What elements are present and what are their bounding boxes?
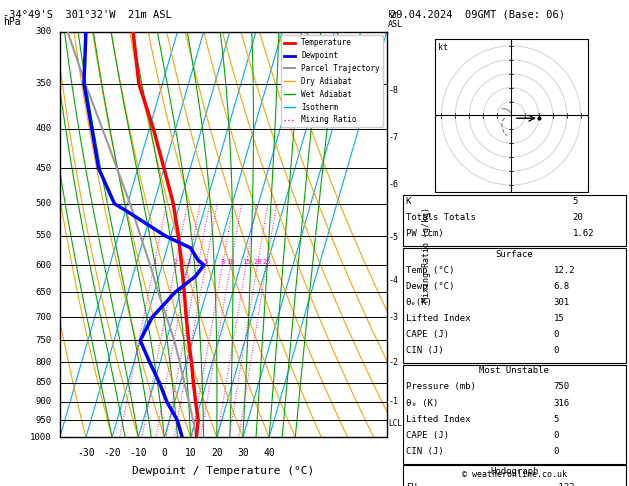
Text: 29.04.2024  09GMT (Base: 06): 29.04.2024 09GMT (Base: 06) bbox=[390, 10, 565, 20]
Text: 2: 2 bbox=[173, 259, 177, 265]
Text: -30: -30 bbox=[77, 448, 95, 457]
Text: 0: 0 bbox=[554, 431, 559, 440]
Text: 500: 500 bbox=[35, 199, 52, 208]
Text: Surface: Surface bbox=[496, 250, 533, 259]
Text: -2: -2 bbox=[389, 358, 398, 367]
Text: 15: 15 bbox=[242, 259, 250, 265]
Text: CAPE (J): CAPE (J) bbox=[406, 330, 448, 339]
Text: 20: 20 bbox=[211, 448, 223, 457]
Text: 6.8: 6.8 bbox=[554, 282, 570, 291]
Text: 450: 450 bbox=[35, 164, 52, 173]
Text: km
ASL: km ASL bbox=[388, 10, 403, 29]
Text: θₑ(K): θₑ(K) bbox=[406, 298, 433, 307]
Text: 3: 3 bbox=[186, 259, 191, 265]
Text: Hodograph: Hodograph bbox=[490, 467, 538, 476]
Text: CAPE (J): CAPE (J) bbox=[406, 431, 448, 440]
Text: 1.62: 1.62 bbox=[572, 229, 594, 239]
Text: Temp (°C): Temp (°C) bbox=[406, 266, 454, 275]
Text: 750: 750 bbox=[35, 336, 52, 345]
Text: 1000: 1000 bbox=[30, 433, 52, 442]
Text: 301: 301 bbox=[554, 298, 570, 307]
Text: -8: -8 bbox=[389, 86, 398, 95]
Text: 300: 300 bbox=[35, 27, 52, 36]
Text: CIN (J): CIN (J) bbox=[406, 346, 443, 355]
Text: -3: -3 bbox=[389, 312, 398, 322]
Text: kt: kt bbox=[438, 43, 448, 52]
Text: © weatheronline.co.uk: © weatheronline.co.uk bbox=[462, 469, 567, 479]
Text: -34°49'S  301°32'W  21m ASL: -34°49'S 301°32'W 21m ASL bbox=[3, 10, 172, 20]
Text: 20: 20 bbox=[253, 259, 262, 265]
Text: Dewpoint / Temperature (°C): Dewpoint / Temperature (°C) bbox=[132, 466, 314, 476]
Text: 850: 850 bbox=[35, 378, 52, 387]
Text: 1: 1 bbox=[152, 259, 156, 265]
Text: K: K bbox=[406, 197, 411, 207]
Text: 350: 350 bbox=[35, 79, 52, 88]
Text: LCL: LCL bbox=[389, 419, 403, 428]
Text: 5: 5 bbox=[204, 259, 208, 265]
Text: 900: 900 bbox=[35, 398, 52, 406]
Text: -20: -20 bbox=[103, 448, 121, 457]
Text: EH: EH bbox=[406, 483, 416, 486]
Text: Pressure (mb): Pressure (mb) bbox=[406, 382, 476, 392]
Text: -1: -1 bbox=[389, 398, 398, 406]
Text: 750: 750 bbox=[554, 382, 570, 392]
Text: 30: 30 bbox=[237, 448, 249, 457]
Text: CIN (J): CIN (J) bbox=[406, 447, 443, 456]
Text: 5: 5 bbox=[554, 415, 559, 424]
Text: 20: 20 bbox=[572, 213, 583, 223]
Text: -4: -4 bbox=[389, 276, 398, 285]
Text: 5: 5 bbox=[572, 197, 578, 207]
Text: 0: 0 bbox=[554, 447, 559, 456]
Text: PW (cm): PW (cm) bbox=[406, 229, 443, 239]
Text: 12.2: 12.2 bbox=[554, 266, 575, 275]
Text: 10: 10 bbox=[185, 448, 196, 457]
Text: -6: -6 bbox=[389, 180, 398, 189]
Text: 4: 4 bbox=[196, 259, 200, 265]
Text: 40: 40 bbox=[263, 448, 275, 457]
Text: 400: 400 bbox=[35, 124, 52, 133]
Text: 0: 0 bbox=[554, 346, 559, 355]
Legend: Temperature, Dewpoint, Parcel Trajectory, Dry Adiabat, Wet Adiabat, Isotherm, Mi: Temperature, Dewpoint, Parcel Trajectory… bbox=[281, 35, 383, 127]
Text: Totals Totals: Totals Totals bbox=[406, 213, 476, 223]
Text: 25: 25 bbox=[262, 259, 270, 265]
Text: Mixing Ratio (g/kg): Mixing Ratio (g/kg) bbox=[421, 208, 431, 302]
Text: hPa: hPa bbox=[3, 17, 21, 27]
Text: Most Unstable: Most Unstable bbox=[479, 366, 549, 376]
Text: -5: -5 bbox=[389, 233, 398, 242]
Text: 950: 950 bbox=[35, 416, 52, 425]
Text: 316: 316 bbox=[554, 399, 570, 408]
Text: 650: 650 bbox=[35, 288, 52, 296]
Text: Lifted Index: Lifted Index bbox=[406, 314, 470, 323]
Text: 15: 15 bbox=[554, 314, 564, 323]
Text: 0: 0 bbox=[162, 448, 167, 457]
Text: Dewp (°C): Dewp (°C) bbox=[406, 282, 454, 291]
Text: 0: 0 bbox=[554, 330, 559, 339]
Text: -7: -7 bbox=[389, 133, 398, 142]
Text: 700: 700 bbox=[35, 312, 52, 322]
Text: θₑ (K): θₑ (K) bbox=[406, 399, 438, 408]
Text: 550: 550 bbox=[35, 231, 52, 241]
Text: -122: -122 bbox=[554, 483, 575, 486]
Text: -10: -10 bbox=[130, 448, 147, 457]
Text: Lifted Index: Lifted Index bbox=[406, 415, 470, 424]
Text: 600: 600 bbox=[35, 260, 52, 270]
Text: 10: 10 bbox=[226, 259, 235, 265]
Text: 8: 8 bbox=[220, 259, 225, 265]
Text: 800: 800 bbox=[35, 358, 52, 367]
